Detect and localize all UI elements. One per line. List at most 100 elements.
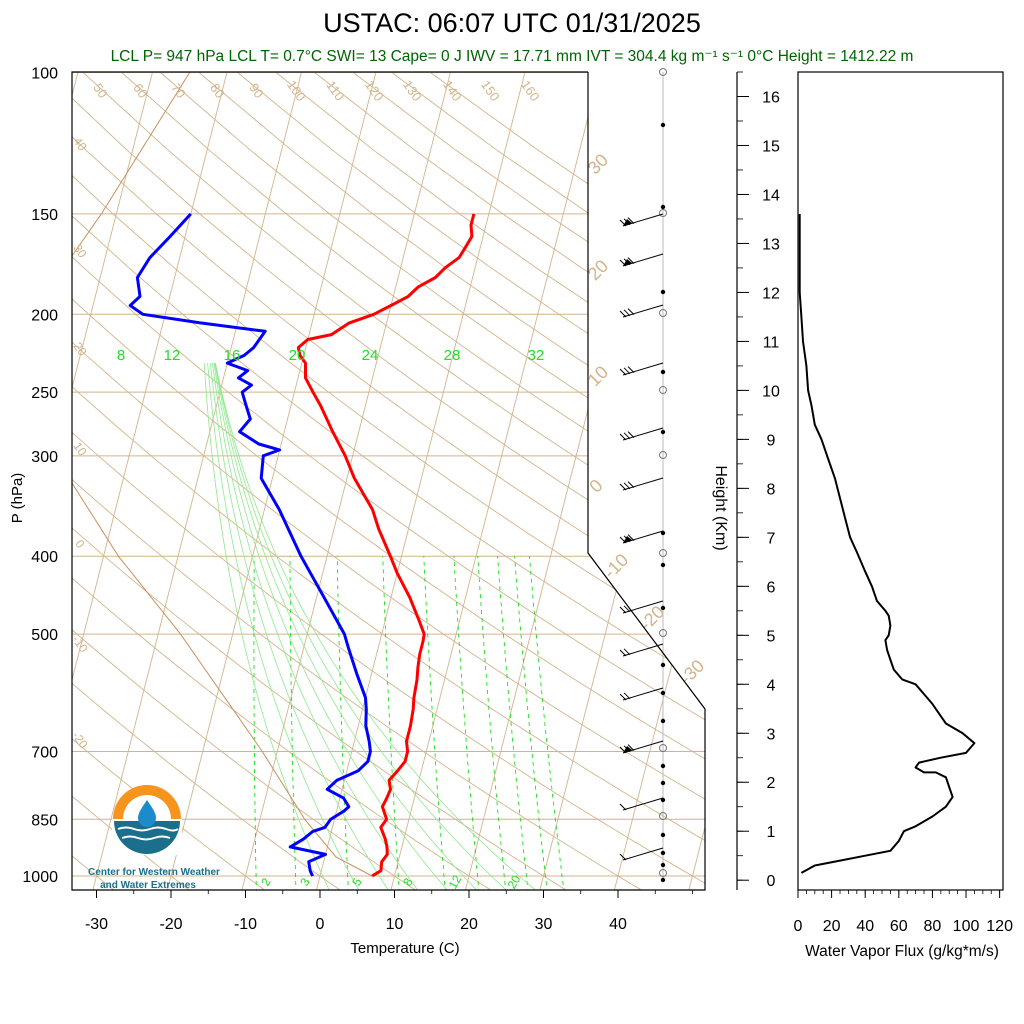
mixing-ratio-label: 16	[224, 347, 241, 364]
level-marker-dot	[660, 122, 666, 128]
wind-feather-icon	[619, 803, 627, 811]
wind-feather-icon	[627, 431, 635, 438]
level-marker-dot	[660, 429, 666, 435]
isotherm-line	[464, 72, 675, 890]
mixing-ratio-label: 8	[117, 347, 125, 364]
mixing-ratio-label: 32	[528, 347, 545, 364]
level-marker-dot	[660, 763, 666, 769]
moist-adiabat-line	[209, 363, 391, 890]
moist-adiabat-line	[213, 363, 451, 890]
wind-feather-icon	[623, 648, 631, 656]
flux-x-tick-label: 100	[953, 918, 980, 935]
dry-adiabat-line	[72, 72, 194, 890]
height-tick-label: 15	[762, 138, 780, 155]
wind-barb-column	[619, 68, 667, 883]
wind-feather-icon	[623, 692, 631, 700]
dry-adiabat-line	[72, 72, 705, 890]
wind-feather-icon	[619, 219, 627, 227]
isotherm-line	[166, 72, 377, 890]
y-tick-label: 150	[31, 207, 58, 224]
mixing-ratio-line	[382, 556, 400, 890]
isotherm-line	[91, 72, 302, 890]
height-tick-label: 8	[767, 481, 776, 498]
mixing-ratio-line	[529, 556, 565, 890]
flux-x-tick-label: 20	[823, 918, 841, 935]
chart-title: USTAC: 06:07 UTC 01/31/2025	[323, 8, 701, 38]
wind-feather-icon	[619, 259, 627, 267]
isotherm-line	[0, 72, 3, 893]
isotherm-line	[315, 72, 526, 890]
dry-adiabat-line	[72, 72, 705, 890]
level-marker-circle	[659, 451, 667, 459]
cw3e-logo: Center for Western Weather and Water Ext…	[88, 785, 220, 891]
height-tick-label: 11	[763, 334, 780, 351]
level-marker-dot	[660, 562, 666, 568]
temperature-trace	[296, 213, 476, 878]
flux-frame	[797, 71, 1004, 891]
level-marker-circle	[659, 68, 667, 76]
height-axis-title: Height (Km)	[712, 465, 729, 550]
wind-feather-icon	[619, 310, 627, 318]
level-marker-circle	[659, 309, 667, 317]
height-tick-label: 0	[767, 873, 776, 890]
height-tick-label: 7	[767, 530, 776, 547]
wind-feather-icon	[623, 535, 631, 543]
level-marker-dot	[660, 289, 666, 295]
level-marker-dot	[660, 530, 666, 536]
level-marker-dot	[660, 718, 666, 724]
skewt-border	[71, 71, 706, 891]
wind-barb-icon	[622, 797, 664, 811]
level-marker-dot	[660, 605, 666, 611]
moist-adiabat-line	[207, 363, 361, 890]
dry-adiabat-line	[72, 72, 421, 890]
mixing-ratio-line	[514, 556, 548, 890]
height-tick-label: 13	[762, 236, 780, 253]
sounding-stats: LCL P= 947 hPa LCL T= 0.7°C SWI= 13 Cape…	[110, 48, 914, 65]
mixing-ratio-label: 20	[505, 872, 524, 891]
dry-adiabat-line	[72, 72, 572, 890]
mixing-ratio-label: 2	[258, 875, 274, 888]
level-marker-circle	[659, 869, 667, 877]
dry-adiabat-line	[72, 72, 269, 890]
mixing-ratio-line	[423, 556, 446, 890]
wind-feather-icon	[623, 309, 631, 317]
dry-adiabat-line	[391, 72, 705, 890]
y-tick-label: 850	[31, 812, 58, 829]
dry-adiabat-line	[72, 72, 345, 890]
x-axis-title: Temperature (C)	[350, 940, 459, 957]
dry-adiabat-line	[72, 72, 705, 890]
logo-text-line1: Center for Western Weather	[88, 867, 220, 878]
isotherm-label: -30	[676, 656, 709, 689]
wind-feather-icon	[619, 853, 627, 861]
mixing-ratio-label: 3	[297, 875, 313, 888]
level-marker-dot	[660, 369, 666, 375]
skewt-frame	[71, 71, 706, 898]
level-marker-dot	[660, 662, 666, 668]
wind-feather-icon	[623, 367, 631, 375]
wind-feather-icon	[619, 483, 627, 491]
flux-x-axis-title: Water Vapor Flux (g/kg*m/s)	[805, 943, 999, 960]
isotherm-line	[72, 72, 153, 890]
mixing-ratio-line	[336, 556, 349, 890]
level-marker-dot	[660, 780, 666, 786]
level-marker-dot	[660, 690, 666, 696]
level-marker-dot	[660, 877, 666, 883]
x-tick-label: 20	[460, 916, 478, 933]
level-marker-dot	[660, 850, 666, 856]
logo-drop-icon	[138, 800, 156, 827]
mixing-ratio-label: 12	[164, 347, 181, 364]
mixing-ratio-label: 28	[444, 347, 461, 364]
level-marker-dot	[660, 204, 666, 210]
mixing-ratio-line	[289, 556, 297, 890]
theta-label: 60	[130, 80, 151, 100]
dry-adiabat-line	[72, 72, 647, 890]
y-tick-label: 700	[31, 745, 58, 762]
height-tick-label: 5	[767, 628, 776, 645]
flux-x-tick-label: 60	[890, 918, 908, 935]
level-marker-circle	[659, 386, 667, 394]
y-tick-label: 1000	[22, 869, 58, 886]
x-tick-label: 30	[535, 916, 553, 933]
flux-x-tick-label: 40	[856, 918, 874, 935]
mixing-ratio-label: 5	[349, 875, 365, 888]
dry-adiabat-line	[82, 72, 705, 890]
